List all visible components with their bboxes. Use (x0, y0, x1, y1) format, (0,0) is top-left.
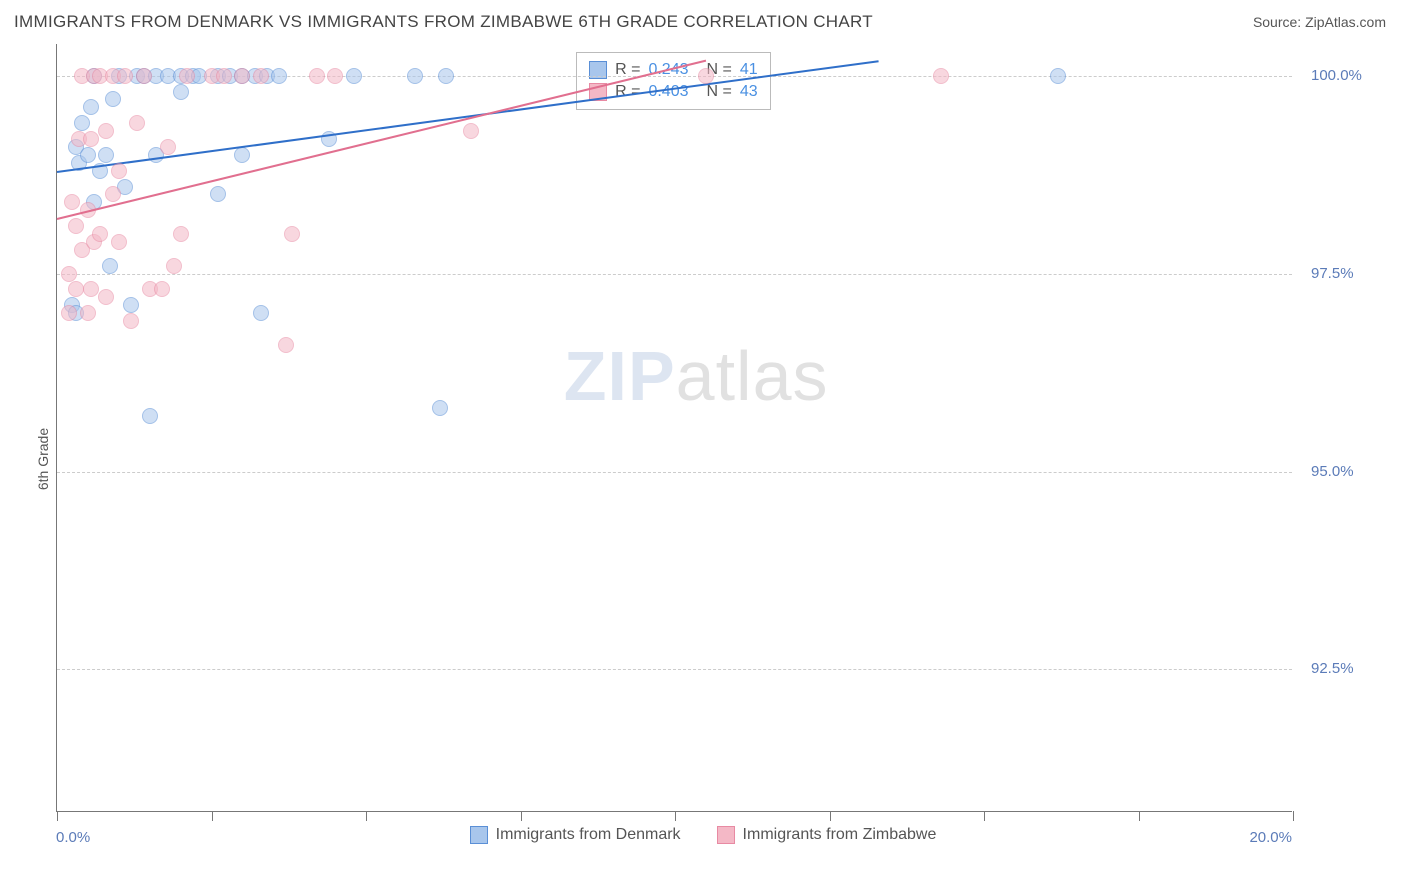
gridline-h (57, 669, 1292, 670)
n-value: 43 (740, 83, 758, 101)
y-tick-label: 100.0% (1311, 67, 1362, 84)
watermark-atlas: atlas (676, 337, 829, 415)
x-tick (1293, 811, 1294, 821)
data-point (253, 305, 269, 321)
n-label: N = (707, 83, 732, 101)
data-point (166, 258, 182, 274)
data-point (432, 400, 448, 416)
data-point (68, 218, 84, 234)
chart-area: 6th Grade ZIPatlas R =0.243N =41R =0.403… (14, 44, 1392, 874)
watermark: ZIPatlas (564, 336, 829, 416)
data-point (105, 186, 121, 202)
data-point (80, 147, 96, 163)
legend-swatch (470, 826, 488, 844)
x-tick (1139, 811, 1140, 821)
data-point (271, 68, 287, 84)
legend-label: Immigrants from Zimbabwe (743, 826, 937, 844)
data-point (80, 305, 96, 321)
data-point (173, 226, 189, 242)
bottom-legend: Immigrants from Denmark Immigrants from Z… (14, 826, 1392, 844)
data-point (117, 68, 133, 84)
data-point (102, 258, 118, 274)
y-tick-label: 95.0% (1311, 463, 1354, 480)
legend-label: Immigrants from Denmark (496, 826, 681, 844)
data-point (210, 186, 226, 202)
data-point (234, 68, 250, 84)
data-point (98, 147, 114, 163)
data-point (284, 226, 300, 242)
data-point (111, 234, 127, 250)
watermark-zip: ZIP (564, 337, 676, 415)
x-tick (212, 811, 213, 821)
data-point (253, 68, 269, 84)
data-point (346, 68, 362, 84)
data-point (438, 68, 454, 84)
data-point (278, 337, 294, 353)
data-point (123, 313, 139, 329)
x-tick (830, 811, 831, 821)
data-point (234, 147, 250, 163)
legend-swatch (717, 826, 735, 844)
data-point (123, 297, 139, 313)
x-tick (366, 811, 367, 821)
chart-source: Source: ZipAtlas.com (1253, 14, 1386, 30)
x-tick (57, 811, 58, 821)
data-point (463, 123, 479, 139)
data-point (1050, 68, 1066, 84)
data-point (142, 408, 158, 424)
data-point (83, 131, 99, 147)
data-point (933, 68, 949, 84)
data-point (407, 68, 423, 84)
data-point (61, 266, 77, 282)
data-point (83, 99, 99, 115)
x-tick (521, 811, 522, 821)
chart-header: IMMIGRANTS FROM DENMARK VS IMMIGRANTS FR… (0, 0, 1406, 40)
y-tick-label: 97.5% (1311, 265, 1354, 282)
data-point (698, 68, 714, 84)
data-point (129, 115, 145, 131)
data-point (216, 68, 232, 84)
x-tick (675, 811, 676, 821)
data-point (61, 305, 77, 321)
data-point (309, 68, 325, 84)
data-point (160, 139, 176, 155)
data-point (105, 91, 121, 107)
data-point (92, 226, 108, 242)
data-point (136, 68, 152, 84)
gridline-h (57, 472, 1292, 473)
legend-item: Immigrants from Zimbabwe (717, 826, 937, 844)
x-tick (984, 811, 985, 821)
data-point (327, 68, 343, 84)
stats-row: R =0.243N =41 (589, 59, 758, 81)
data-point (98, 123, 114, 139)
gridline-h (57, 274, 1292, 275)
data-point (64, 194, 80, 210)
y-axis-label: 6th Grade (35, 428, 51, 490)
r-label: R = (615, 83, 640, 101)
trend-line (57, 60, 706, 220)
data-point (74, 115, 90, 131)
data-point (98, 289, 114, 305)
chart-title: IMMIGRANTS FROM DENMARK VS IMMIGRANTS FR… (14, 12, 873, 32)
data-point (173, 84, 189, 100)
data-point (154, 281, 170, 297)
data-point (68, 281, 84, 297)
data-point (83, 281, 99, 297)
plot-region: ZIPatlas R =0.243N =41R =0.403N =43 92.5… (56, 44, 1292, 812)
y-tick-label: 92.5% (1311, 660, 1354, 677)
data-point (179, 68, 195, 84)
legend-item: Immigrants from Denmark (470, 826, 681, 844)
data-point (111, 163, 127, 179)
